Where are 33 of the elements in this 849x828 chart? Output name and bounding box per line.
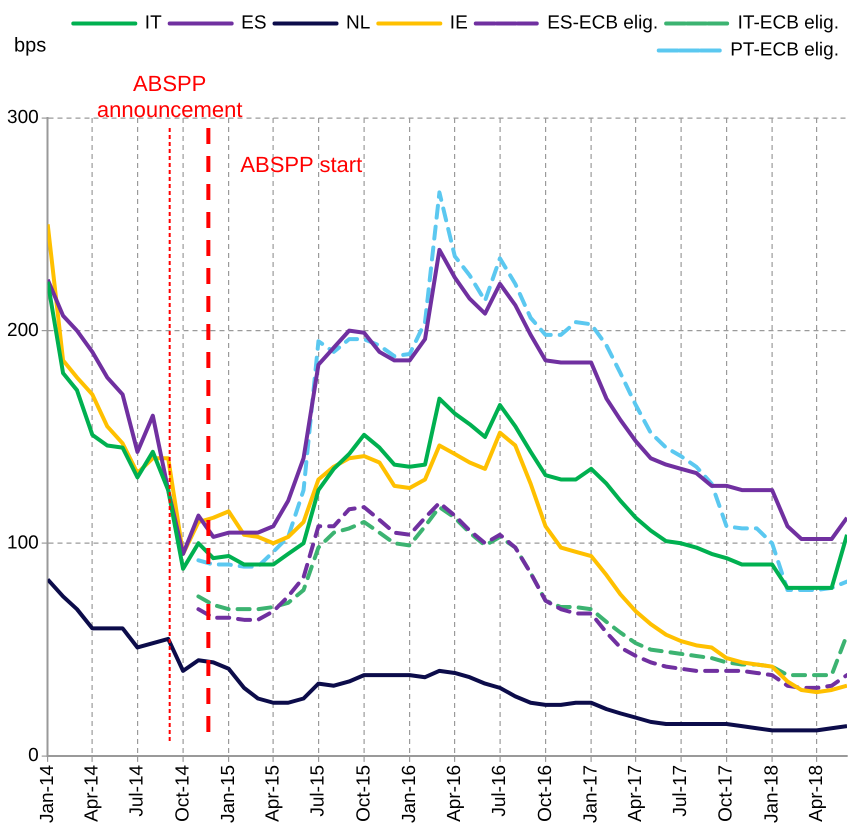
x-tick-label: Apr-18 bbox=[806, 764, 827, 822]
y-axis-title: bps bbox=[14, 34, 46, 57]
legend-label: IT bbox=[144, 12, 162, 34]
x-tick-label: Jan-18 bbox=[761, 764, 782, 824]
x-tick-label: Oct-17 bbox=[716, 764, 737, 822]
x-tick-label: Oct-14 bbox=[172, 764, 194, 822]
legend-label: IT-ECB elig. bbox=[738, 12, 840, 34]
x-tick-label: Apr-15 bbox=[262, 764, 284, 822]
y-tick-label: 300 bbox=[7, 107, 39, 128]
ref-line-label: ABSPP start bbox=[240, 152, 362, 178]
legend-label: ES-ECB elig. bbox=[547, 12, 658, 34]
x-tick-label: Oct-15 bbox=[353, 764, 374, 822]
x-tick-label: Jul-15 bbox=[308, 764, 329, 817]
x-tick-label: Jan-17 bbox=[580, 764, 602, 824]
y-tick-label: 100 bbox=[7, 532, 39, 554]
x-tick-label: Apr-16 bbox=[444, 764, 466, 822]
legend-label: PT-ECB elig. bbox=[730, 40, 840, 61]
x-tick-label: Apr-17 bbox=[625, 764, 646, 822]
legend-label: NL bbox=[346, 12, 370, 34]
x-tick-label: Jul-16 bbox=[489, 764, 510, 817]
x-tick-label: Apr-14 bbox=[82, 764, 103, 822]
legend-label: IE bbox=[450, 12, 468, 34]
x-tick-label: Jan-14 bbox=[36, 764, 58, 824]
x-tick-label: Oct-16 bbox=[534, 764, 556, 822]
x-tick-label: Jul-14 bbox=[126, 764, 148, 817]
line-series bbox=[196, 190, 847, 592]
legend-label: ES bbox=[241, 12, 267, 34]
ref-line-label: ABSPP announcement bbox=[96, 71, 242, 122]
y-tick-label: 200 bbox=[7, 320, 39, 341]
y-tick-label: 0 bbox=[28, 745, 39, 766]
x-tick-label: Jul-17 bbox=[670, 764, 692, 817]
x-tick-label: Jan-15 bbox=[218, 764, 239, 824]
x-tick-label: Jan-16 bbox=[398, 764, 420, 824]
